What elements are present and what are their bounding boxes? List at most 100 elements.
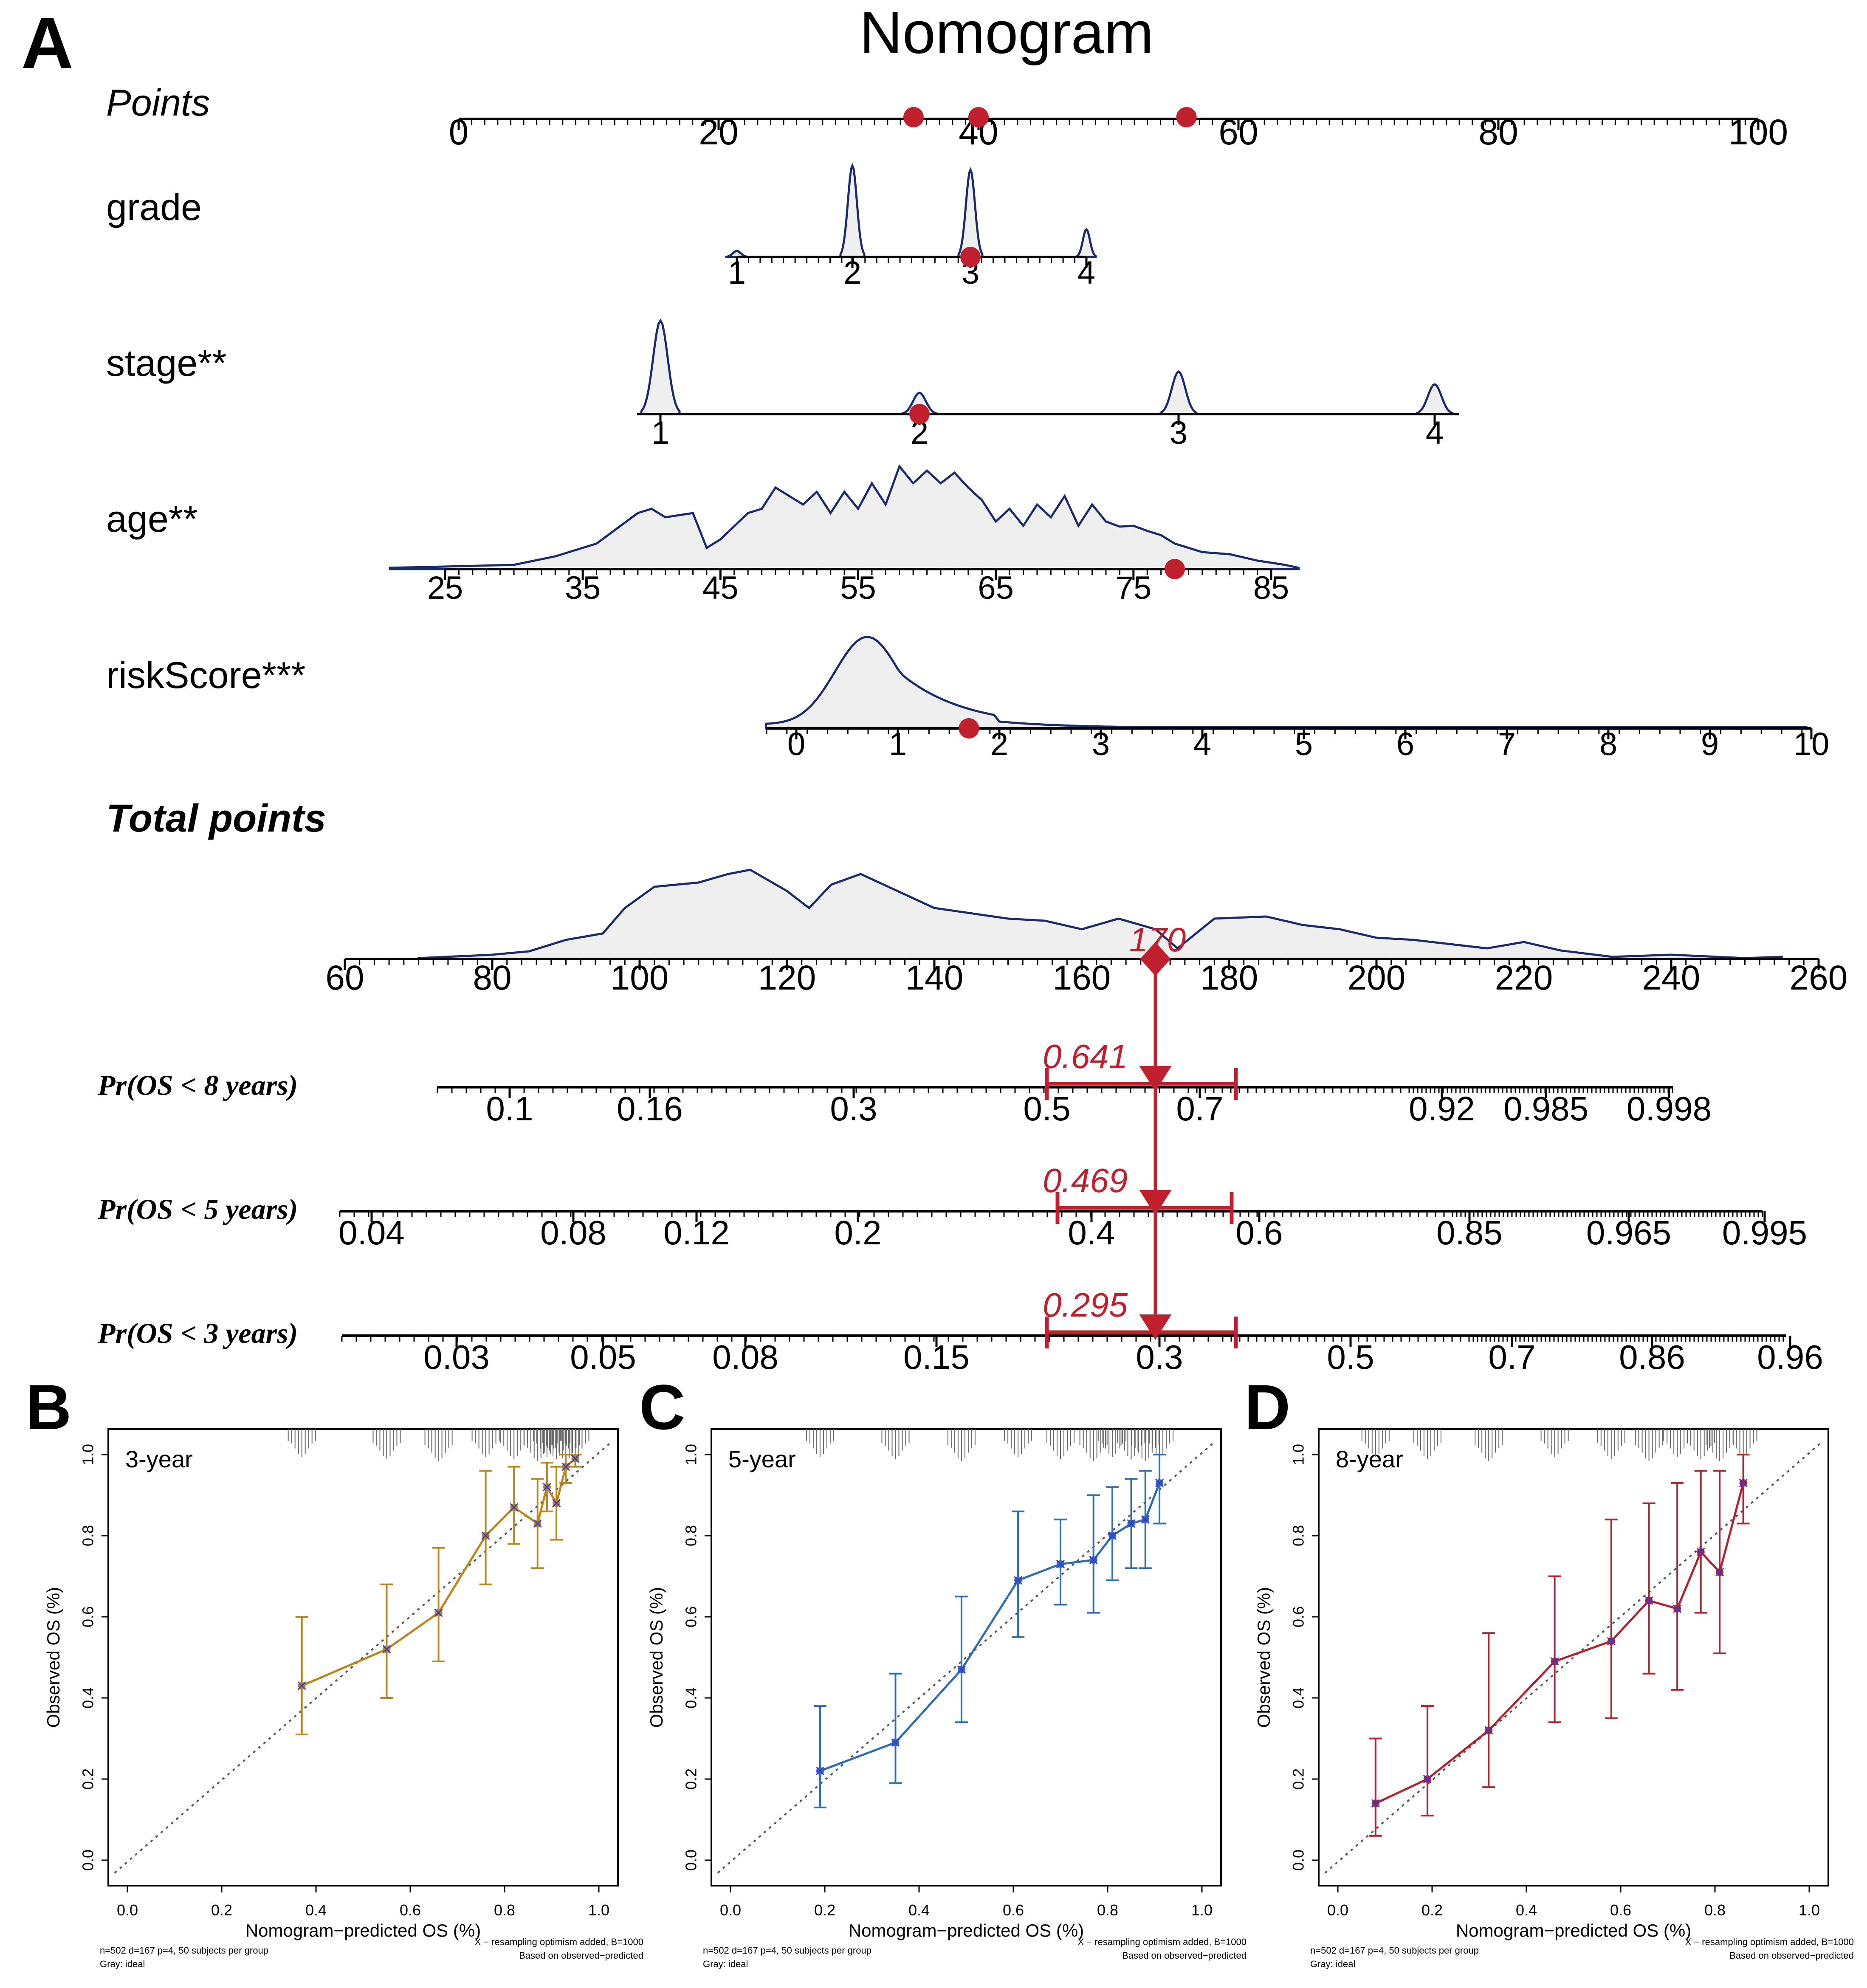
x-tick-label: 0.8 — [1704, 1901, 1726, 1919]
stage-tick-label: 3 — [1170, 415, 1187, 451]
total-points-tick-label: 260 — [1790, 959, 1848, 997]
riskscore-tick-label: 0 — [787, 726, 805, 762]
corrected-x-marker — [434, 1608, 443, 1617]
footnote-right: Based on observed−predicted — [1729, 1950, 1854, 1961]
stage-label: stage** — [106, 342, 227, 384]
age-tick-label: 75 — [1116, 570, 1152, 606]
corrected-x-marker — [542, 1483, 551, 1492]
footnote-left: Gray: ideal — [703, 1959, 748, 1969]
x-axis-label: Nomogram−predicted OS (%) — [1456, 1920, 1691, 1940]
corrected-x-marker — [1673, 1604, 1682, 1613]
total-points-density — [417, 869, 1783, 960]
x-tick-label: 0.4 — [908, 1901, 930, 1919]
corrected-x-marker — [1715, 1568, 1724, 1577]
corrected-x-marker — [1108, 1531, 1117, 1540]
total-points-tick-label: 140 — [905, 959, 964, 997]
outcome-tick-label: 0.96 — [1757, 1338, 1823, 1376]
x-tick-label: 0.0 — [720, 1901, 741, 1919]
outcome-tick-label: 0.965 — [1586, 1214, 1671, 1252]
corrected-x-marker — [1014, 1576, 1023, 1585]
outcome-axis-1: 0.04 0.08 0.12 0.2 0.4 0.6 0.85 0.965 0.995 — [338, 1210, 1807, 1252]
corrected-x-marker — [1696, 1548, 1705, 1557]
outcome-tick-label: 0.03 — [423, 1338, 490, 1376]
outcome-value-label: 0.641 — [1043, 1038, 1128, 1075]
outcome-arrow-marker — [1139, 1066, 1172, 1091]
footnote-left: Gray: ideal — [100, 1959, 145, 1969]
x-tick-label: 0.4 — [1516, 1901, 1537, 1919]
riskscore-selected-dot — [959, 718, 979, 739]
stage-row: stage** — [106, 342, 227, 384]
x-tick-label: 0.6 — [1610, 1901, 1631, 1919]
riskscore-tick-label: 1 — [889, 726, 907, 762]
riskscore-tick-label: 6 — [1396, 726, 1414, 762]
corrected-x-marker — [1141, 1515, 1150, 1524]
outcome-tick-label: 0.16 — [617, 1090, 683, 1128]
inset-label: 3-year — [125, 1446, 193, 1472]
panel-letter-a: A — [21, 3, 73, 84]
corrected-x-marker — [1089, 1556, 1098, 1565]
riskscore-tick-label: 3 — [1092, 726, 1110, 762]
corrected-x-marker — [1739, 1478, 1748, 1487]
outcome-tick-label: 0.985 — [1503, 1090, 1588, 1128]
outcome-arrow-marker — [1139, 1314, 1172, 1340]
age-tick-label: 45 — [702, 570, 739, 606]
grade-density — [1076, 228, 1097, 258]
outcome-tick-label: 0.04 — [338, 1214, 405, 1252]
x-tick-label: 0.0 — [117, 1901, 138, 1919]
ideal-line — [717, 1441, 1216, 1874]
corrected-x-marker — [1550, 1657, 1559, 1666]
riskscore-tick-label: 5 — [1295, 726, 1313, 762]
x-tick-label: 1.0 — [588, 1901, 609, 1919]
corrected-x-marker — [1056, 1559, 1065, 1568]
x-axis-label: Nomogram−predicted OS (%) — [245, 1920, 481, 1940]
age-tick-label: 65 — [978, 570, 1014, 606]
y-tick-label: 1.0 — [1290, 1444, 1307, 1465]
total-points-tick-label: 100 — [611, 959, 669, 997]
grade-tick-label: 4 — [1077, 255, 1095, 291]
stage-tick-label: 1 — [651, 415, 669, 451]
outcome-ci-1: 0.469 — [1043, 1162, 1234, 1224]
y-tick-label: 0.4 — [79, 1687, 97, 1709]
y-axis-label: Observed OS (%) — [43, 1587, 63, 1728]
total-points-tick-label: 160 — [1053, 959, 1111, 997]
riskscore-density — [764, 635, 1808, 730]
outcome-tick-label: 0.05 — [570, 1338, 636, 1376]
y-tick-label: 1.0 — [682, 1444, 700, 1465]
stage-density — [640, 319, 681, 415]
total-points-value-label: 170 — [1129, 921, 1186, 959]
points-tick-label: 20 — [699, 112, 738, 152]
nomogram-title: Nomogram — [860, 0, 1153, 66]
outcome-axis-2: 0.03 0.05 0.08 0.15 0.3 0.5 0.7 0.86 0.96 — [341, 1334, 1823, 1376]
y-axis-label: Observed OS (%) — [646, 1587, 666, 1728]
panel-letter: D — [1244, 1371, 1290, 1443]
stage-density — [1416, 383, 1454, 415]
x-tick-label: 0.8 — [1097, 1901, 1118, 1919]
total-points-tick-label: 220 — [1495, 959, 1553, 997]
x-tick-label: 0.0 — [1327, 1901, 1348, 1919]
total-points-tick-label: 180 — [1200, 959, 1258, 997]
riskscore-tick-label: 7 — [1498, 726, 1516, 762]
corrected-x-marker — [1484, 1726, 1493, 1735]
corrected-x-marker — [957, 1665, 966, 1674]
plot-frame — [711, 1428, 1222, 1886]
outcome-tick-label: 0.995 — [1722, 1214, 1807, 1252]
footnote-left: n=502 d=167 p=4, 50 subjects per group — [100, 1945, 268, 1956]
corrected-x-marker — [510, 1503, 519, 1512]
age-selected-dot — [1165, 559, 1185, 579]
x-tick-label: 0.2 — [814, 1901, 835, 1919]
corrected-x-marker — [297, 1681, 306, 1690]
points-tick-label: 80 — [1478, 112, 1518, 152]
ideal-line — [1324, 1441, 1823, 1874]
total-points-tick-label: 200 — [1348, 959, 1406, 997]
grade-selected-dot — [960, 247, 981, 267]
calibration-line — [301, 1458, 576, 1687]
grade-row: grade — [106, 186, 202, 228]
inset-label: 8-year — [1336, 1446, 1403, 1472]
corrected-x-marker — [571, 1454, 580, 1463]
corrected-x-marker — [552, 1499, 561, 1508]
total-points-tick-label: 240 — [1642, 959, 1701, 997]
y-tick-label: 0.2 — [1290, 1768, 1307, 1790]
outcome-tick-label: 0.3 — [830, 1090, 877, 1128]
